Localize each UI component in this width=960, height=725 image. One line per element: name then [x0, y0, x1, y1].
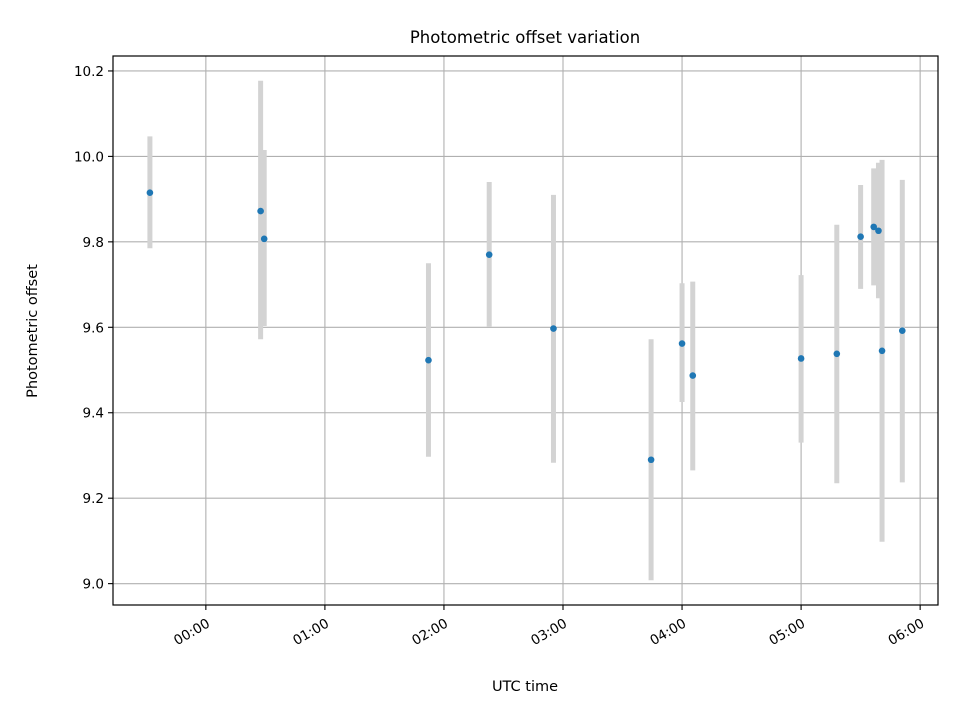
y-tick-label: 9.2	[83, 491, 104, 507]
data-point	[260, 235, 268, 243]
data-points	[146, 189, 906, 464]
data-point	[870, 223, 878, 231]
data-point	[833, 350, 841, 358]
data-point	[875, 227, 882, 235]
data-point	[689, 372, 697, 379]
data-point	[550, 325, 557, 332]
y-axis-title: Photometric offset	[25, 264, 41, 398]
y-tick-label: 10.2	[74, 64, 104, 80]
data-point	[146, 189, 154, 197]
x-axis-title: UTC time	[492, 679, 558, 695]
data-point	[878, 347, 886, 355]
chart-title: Photometric offset variation	[410, 28, 640, 47]
y-tick-label: 9.6	[83, 320, 104, 336]
y-tick-label: 9.4	[83, 406, 104, 422]
plot-frame	[112, 55, 939, 606]
y-tick-label: 9.0	[83, 577, 104, 593]
y-tick-label: 9.8	[83, 235, 104, 251]
data-point	[425, 356, 432, 364]
y-tick-label: 10.0	[74, 149, 104, 165]
data-point	[485, 251, 493, 258]
data-point	[857, 233, 864, 241]
data-point	[797, 355, 805, 362]
data-point	[647, 456, 655, 464]
data-point	[257, 207, 264, 215]
data-point	[898, 327, 906, 335]
data-point	[678, 340, 686, 347]
